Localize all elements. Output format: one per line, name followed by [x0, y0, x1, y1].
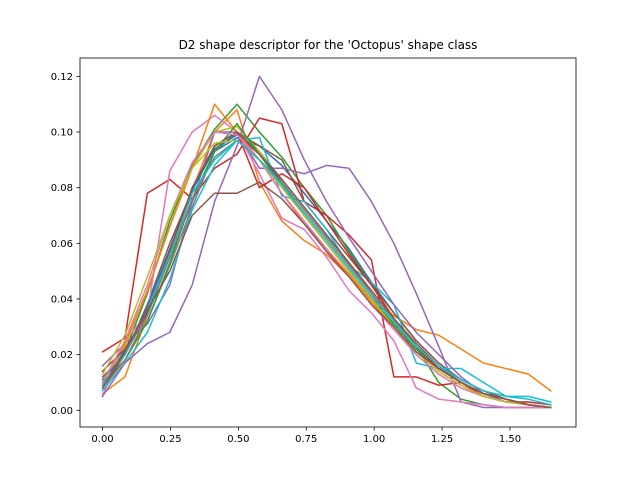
- plot-frame: [79, 57, 577, 428]
- y-tick-label: 0.12: [51, 72, 73, 83]
- series-line-20: [101, 139, 552, 406]
- series-line-7: [101, 114, 552, 409]
- x-tick-label: 0.75: [295, 434, 317, 445]
- x-tick-label: 0.25: [159, 434, 181, 445]
- x-tick-label: 1.50: [499, 434, 521, 445]
- y-tick-label: 0.06: [51, 239, 73, 250]
- series-line-17: [101, 131, 552, 409]
- y-tick-label: 0.04: [51, 294, 73, 305]
- x-tick-label: 0.50: [227, 434, 249, 445]
- y-tick-label: 0.08: [51, 183, 73, 194]
- x-tick-label: 0.00: [91, 434, 113, 445]
- x-tick-label: 1.25: [431, 434, 453, 445]
- series-line-10: [101, 136, 552, 403]
- chart-title: D2 shape descriptor for the 'Octopus' sh…: [179, 38, 478, 52]
- axes-layer: 0.00 0.25 0.50 0.75 1.00 1.25 1.50 0.00 0.02 0.04…: [51, 57, 577, 445]
- series-layer: [101, 75, 552, 409]
- series-line-15: [101, 75, 552, 409]
- y-tick-label: 0.00: [51, 406, 73, 417]
- series-line-21: [101, 181, 552, 409]
- y-tick-label: 0.10: [51, 128, 73, 139]
- series-line-4: [101, 117, 552, 406]
- series-line-19: [101, 139, 552, 409]
- x-tick-label: 1.00: [363, 434, 385, 445]
- y-tick-label: 0.02: [51, 350, 73, 361]
